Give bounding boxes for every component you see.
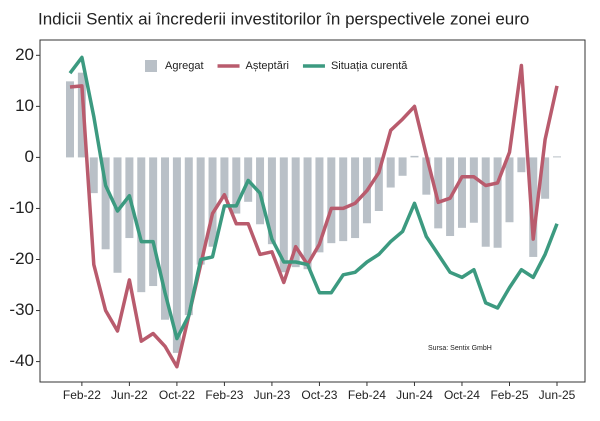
bar — [517, 157, 526, 173]
bar — [457, 157, 466, 228]
legend-label: Agregat — [165, 60, 204, 72]
bar — [493, 157, 502, 248]
x-tick-label: Jun-25 — [539, 388, 576, 402]
x-tick-label: Oct-23 — [301, 388, 337, 402]
bar — [505, 157, 514, 223]
legend-label: Așteptări — [246, 60, 289, 72]
bar — [279, 157, 288, 273]
legend-label: Situația curentă — [331, 60, 408, 72]
bar — [374, 157, 383, 211]
bar — [469, 157, 478, 223]
x-tick-label: Feb-25 — [490, 388, 528, 402]
y-tick-label: 0 — [25, 147, 34, 166]
chart-title: Indicii Sentix ai încrederii investitori… — [38, 9, 529, 28]
x-tick-label: Feb-22 — [63, 388, 101, 402]
bar — [422, 157, 431, 195]
bar — [208, 157, 217, 247]
y-tick-label: -40 — [9, 351, 34, 370]
bar — [220, 157, 229, 199]
bar — [398, 157, 407, 176]
bar — [434, 157, 443, 229]
bar — [161, 157, 170, 320]
y-tick-label: 10 — [15, 96, 34, 115]
source: Sursa: Sentix GmbH — [428, 345, 492, 352]
bar — [232, 157, 241, 214]
bar — [66, 81, 74, 158]
bar — [351, 157, 360, 239]
bar — [303, 157, 312, 270]
bar — [149, 157, 158, 287]
bar — [137, 157, 146, 293]
bar — [541, 157, 550, 199]
bar — [77, 72, 86, 158]
x-tick-label: Oct-22 — [159, 388, 195, 402]
x-tick-label: Feb-23 — [205, 388, 243, 402]
y-tick-label: 20 — [15, 45, 34, 64]
y-tick-label: -10 — [9, 198, 34, 217]
bar — [529, 157, 538, 257]
bar — [101, 157, 110, 250]
x-tick-label: Jun-24 — [396, 388, 433, 402]
line — [69, 63, 559, 369]
x-tick-label: Jun-22 — [111, 388, 148, 402]
bar — [339, 157, 348, 242]
y-tick-label: -20 — [9, 249, 34, 268]
bar — [89, 157, 98, 194]
x-tick-label: Oct-24 — [444, 388, 480, 402]
x-tick-label: Jun-23 — [254, 388, 291, 402]
bar — [113, 157, 122, 273]
bar — [410, 155, 419, 158]
bar — [481, 157, 490, 247]
bar — [267, 157, 276, 245]
bar — [553, 156, 561, 158]
bar — [386, 157, 395, 188]
line — [68, 55, 559, 341]
y-tick-label: -30 — [9, 300, 34, 319]
bar — [172, 157, 181, 353]
bar — [196, 157, 205, 265]
bar — [327, 157, 336, 244]
bar — [184, 157, 193, 316]
bar — [291, 157, 300, 268]
plot-frame — [39, 39, 586, 383]
x-tick-label: Feb-24 — [348, 388, 386, 402]
bar — [315, 157, 324, 253]
legend-swatch — [145, 60, 157, 72]
